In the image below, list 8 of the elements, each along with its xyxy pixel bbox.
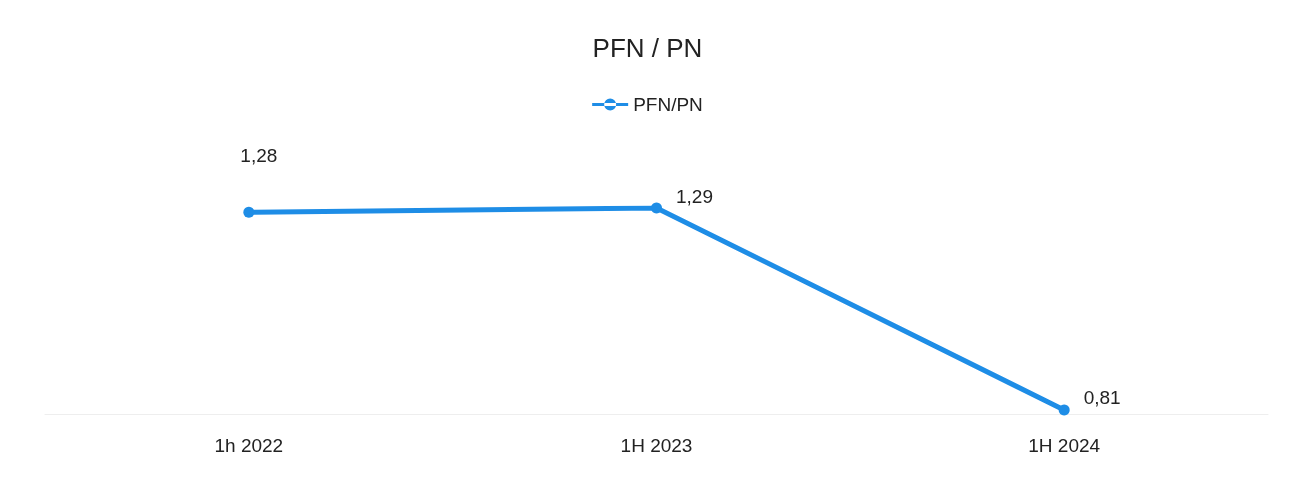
legend-label: PFN/PN [633, 94, 703, 115]
data-label: 1,28 [240, 144, 278, 166]
data-label: 0,81 [1083, 387, 1121, 409]
x-tick-label: 1h 2022 [214, 435, 284, 456]
x-tick-label: 1H 2023 [620, 435, 693, 456]
data-label: 1,29 [676, 185, 713, 207]
x-tick-label: 1H 2024 [1028, 435, 1101, 456]
chart-title: PFN / PN [592, 33, 703, 63]
